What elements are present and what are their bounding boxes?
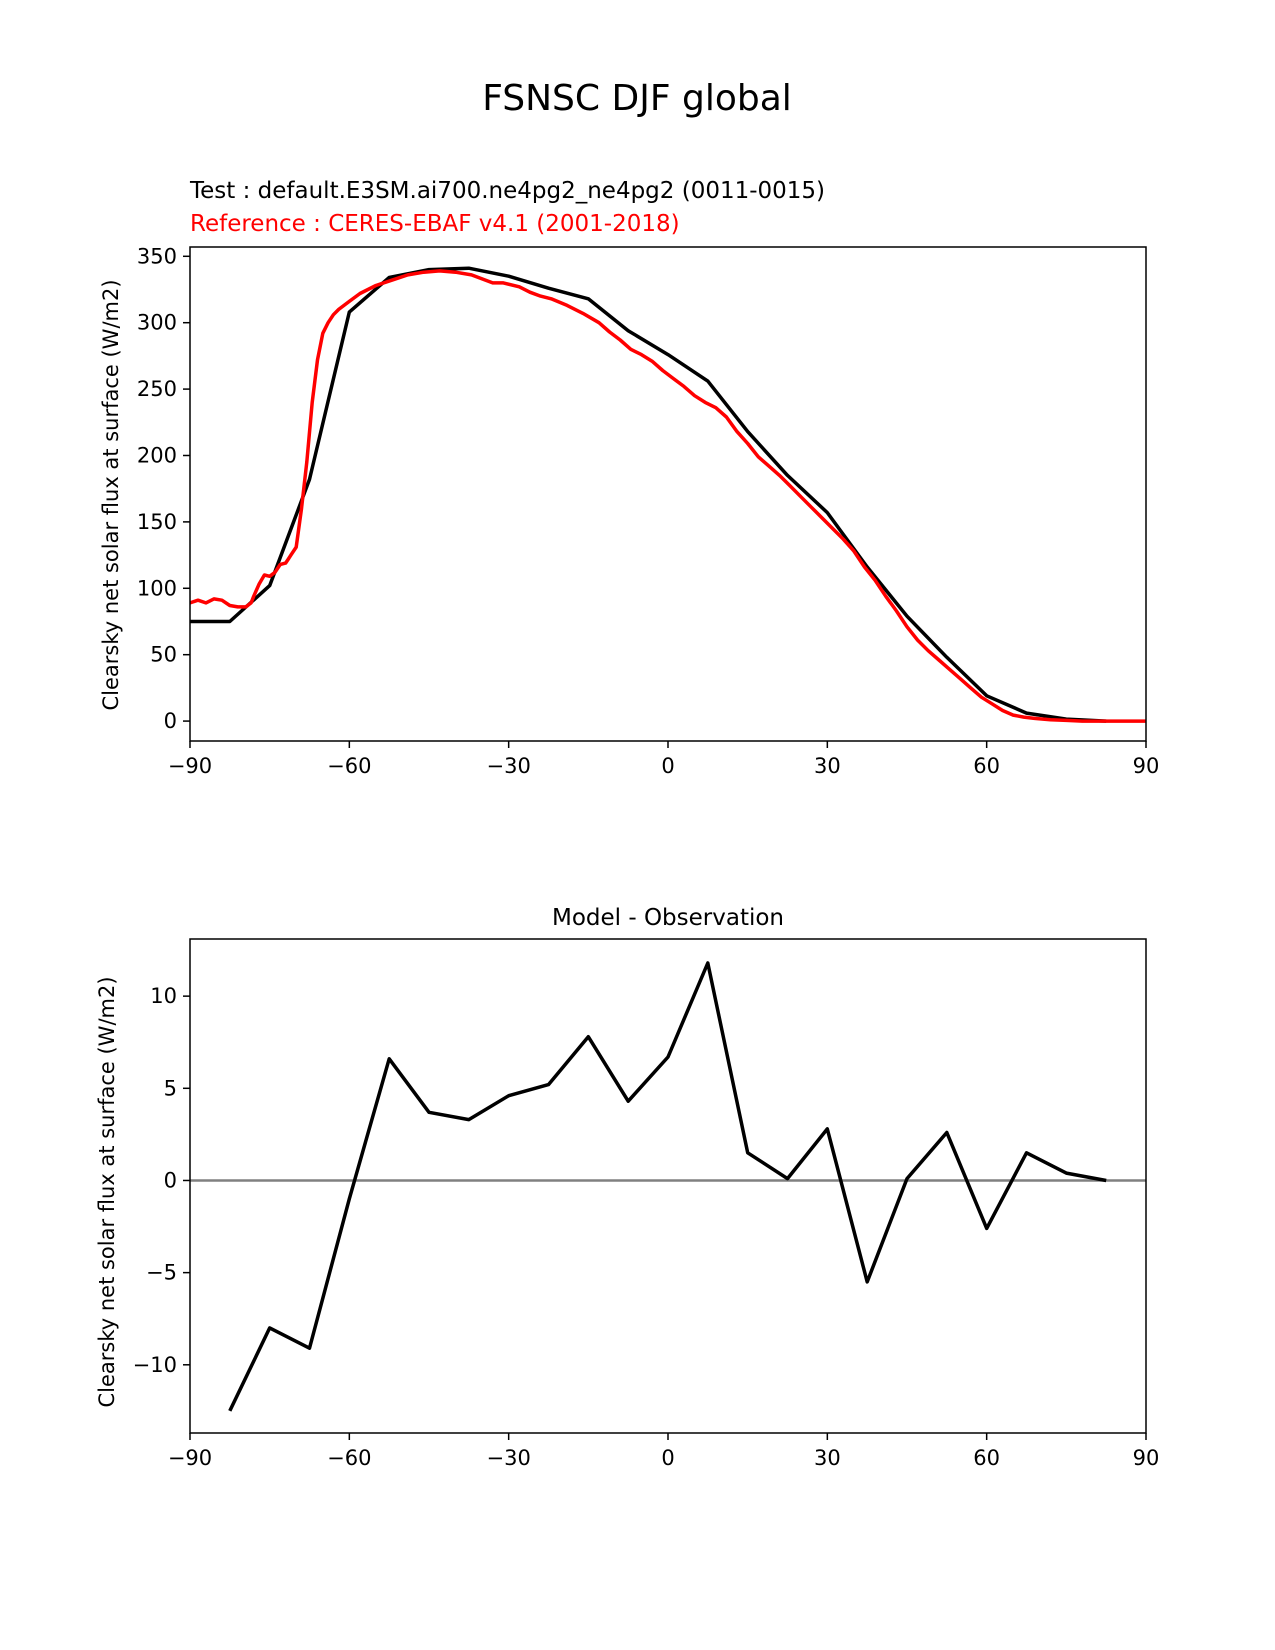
top-ytick-label: 50	[150, 643, 177, 667]
top-ytick-label: 0	[164, 709, 177, 733]
top-xtick-label: 60	[973, 754, 1000, 778]
bottom-xtick-label: −90	[168, 1446, 212, 1470]
top-series-line-0	[190, 266, 1107, 723]
top-ylabel: Clearsky net solar flux at surface (W/m2…	[99, 279, 123, 710]
top-ytick-label: 250	[137, 377, 177, 401]
bottom-xtick-label: 30	[814, 1446, 841, 1470]
top-xtick-label: 90	[1133, 754, 1160, 778]
top-ytick-label: 350	[137, 244, 177, 268]
top-xtick-label: −90	[168, 754, 212, 778]
top-ytick-label: 150	[137, 510, 177, 534]
bottom-ytick-label: 5	[164, 1076, 177, 1100]
bottom-series-line-0	[228, 961, 1107, 1412]
figure-title: FSNSC DJF global	[482, 78, 792, 119]
difference-title: Model - Observation	[552, 905, 784, 931]
bottom-ytick-label: −5	[146, 1261, 177, 1285]
bottom-xtick-label: 60	[973, 1446, 1000, 1470]
bottom-ylabel: Clearsky net solar flux at surface (W/m2…	[95, 976, 119, 1407]
bottom-xtick-label: 90	[1133, 1446, 1160, 1470]
top-xtick-label: 0	[661, 754, 674, 778]
bottom-xtick-label: 0	[661, 1446, 674, 1470]
reference-title: Reference : CERES-EBAF v4.1 (2001-2018)	[190, 211, 680, 237]
top-xtick-label: −30	[487, 754, 531, 778]
top-ytick-label: 300	[137, 311, 177, 335]
bottom-xtick-label: −30	[487, 1446, 531, 1470]
bottom-ytick-label: 0	[164, 1168, 177, 1192]
bottom-ytick-label: 10	[150, 984, 177, 1008]
top-ytick-label: 100	[137, 576, 177, 600]
bottom-panel: Model - Observation Clearsky net solar f…	[95, 905, 1159, 1470]
top-series-line-1	[189, 269, 1146, 723]
test-title: Test : default.E3SM.ai700.ne4pg2_ne4pg2 …	[189, 178, 825, 204]
top-xtick-label: 30	[814, 754, 841, 778]
top-xtick-label: −60	[327, 754, 371, 778]
bottom-ytick-label: −10	[133, 1353, 177, 1377]
top-panel: Test : default.E3SM.ai700.ne4pg2_ne4pg2 …	[99, 178, 1159, 778]
bottom-xtick-label: −60	[327, 1446, 371, 1470]
top-ytick-label: 200	[137, 443, 177, 467]
